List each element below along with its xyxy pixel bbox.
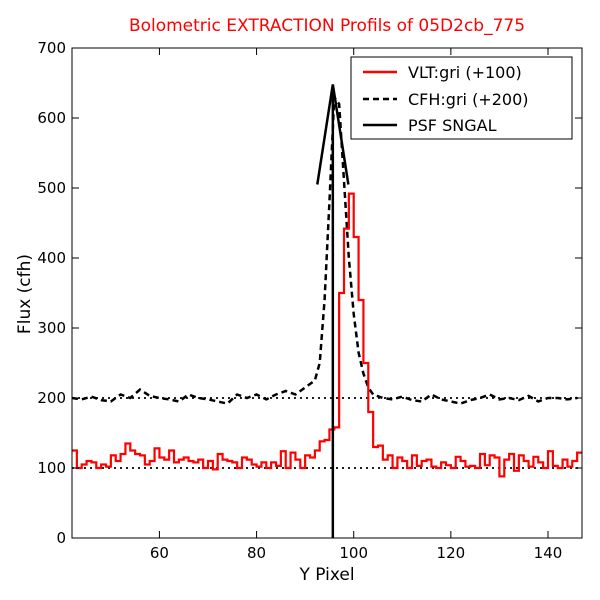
x-axis-label: Y Pixel (298, 565, 354, 585)
y-tick-label: 100 (37, 459, 66, 477)
y-tick-label: 700 (37, 39, 66, 57)
y-tick-label: 200 (37, 389, 66, 407)
x-tick-label: 100 (339, 544, 368, 562)
legend-label-vlt: VLT:gri (+100) (408, 63, 522, 82)
legend: VLT:gri (+100) CFH:gri (+200) PSF SNGAL (350, 56, 573, 140)
y-tick-label: 600 (37, 109, 66, 127)
legend-label-cfh: CFH:gri (+200) (408, 90, 529, 109)
plot-area (72, 84, 582, 538)
y-tick-label: 500 (37, 179, 66, 197)
plot-series (72, 84, 582, 538)
y-tick-label: 0 (56, 529, 66, 547)
y-tick-label: 400 (37, 249, 66, 267)
y-axis-label: Flux (cfh) (15, 254, 35, 334)
axis-ticks: 60 80 100 120 140 0 100 200 300 400 500 600 700 (37, 39, 582, 562)
x-tick-label: 60 (150, 544, 169, 562)
y-tick-label: 300 (37, 319, 66, 337)
legend-label-psf: PSF SNGAL (408, 116, 497, 135)
x-tick-label: 140 (534, 544, 563, 562)
x-tick-label: 80 (247, 544, 266, 562)
psf-arrow-head (316, 84, 350, 185)
x-tick-label: 120 (437, 544, 466, 562)
plot-frame (71, 47, 583, 539)
series-line-vlt (72, 192, 582, 478)
chart-title: Bolometric EXTRACTION Profils of 05D2cb_… (129, 16, 525, 36)
